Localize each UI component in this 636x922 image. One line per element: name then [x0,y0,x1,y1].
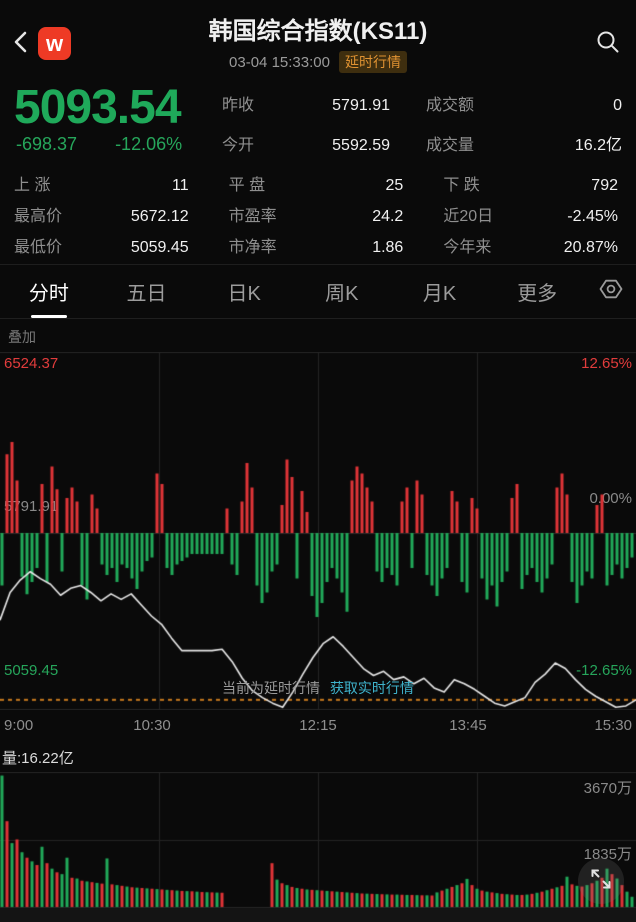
intraday-chart-panel: 6524.37 12.65% 5791.91 0.00% 5059.45 -12… [0,352,636,710]
stat-volume: 成交量 16.2亿 [426,137,622,154]
stat-high: 最高价 5672.12 [14,208,189,225]
top-stats-grid: 昨收 5791.91 成交额 0 今开 5592.59 成交量 16.2亿 [222,91,622,155]
volume-readout: 量:16.22亿 [2,750,74,767]
stat-turnover: 成交额 0 [426,97,622,114]
stats-grid: 上 涨 11 平 盘 25 下 跌 792 最高价 5672.12 市盈率 24.2 近2… [14,171,618,257]
tab-daily-k[interactable]: 日K [227,283,261,305]
stat-decliners: 下 跌 792 [443,177,618,194]
back-button[interactable] [6,26,40,62]
wind-app-logo[interactable]: w [38,27,71,60]
search-button[interactable] [590,26,626,62]
time-axis: 9:00 10:30 12:15 13:45 15:30 [0,712,636,742]
volume-axis-max: 3670万 [583,780,632,797]
get-realtime-quote-link[interactable]: 获取实时行情 [329,680,414,696]
time-tick-1530: 15:30 [594,717,632,734]
chevron-left-icon [7,26,39,63]
volume-chart-panel: 3670万 1835万 [0,772,636,908]
time-tick-1030: 10:30 [133,717,171,734]
volume-axis-mid: 1835万 [583,846,632,863]
stat-unchanged: 平 盘 25 [228,177,404,194]
expand-icon [588,866,614,897]
quote-meta: 03-04 15:33:00 延时行情 [0,51,636,73]
quote-timestamp: 03-04 15:33:00 [229,53,330,71]
tab-intraday[interactable]: 分时 [0,265,98,318]
stat-pb: 市净率 1.86 [228,239,404,256]
delayed-quote-notice: 当前为延时行情 获取实时行情 [0,678,636,698]
price-change-row: -698.37 -12.06% [16,134,182,155]
price-change: -698.37 [16,134,78,154]
time-tick-0900: 9:00 [4,717,34,734]
chart-tabbar: 分时 五日 日K 周K 月K 更多 [0,265,636,319]
volume-chart-canvas[interactable] [0,772,636,908]
section-divider [0,264,636,265]
settings-nut-icon [598,276,624,307]
time-tick-1345: 13:45 [449,717,487,734]
stat-20day: 近20日 -2.45% [443,208,618,225]
delayed-notice-text: 当前为延时行情 [222,680,321,696]
delayed-quote-badge: 延时行情 [338,51,407,73]
tab-more[interactable]: 更多 [517,283,558,305]
stat-advancers: 上 涨 11 [14,177,189,194]
header: w 韩国综合指数(KS11) 03-04 15:33:00 延时行情 [0,0,636,80]
price-change-percent: -12.06% [115,134,183,154]
y-axis-low-percent: -12.65% [576,662,632,679]
stat-prev-close: 昨收 5791.91 [222,97,390,114]
overlay-add-button[interactable]: 叠加 [8,329,36,345]
tab-monthly-k[interactable]: 月K [422,283,457,305]
stat-pe: 市盈率 24.2 [228,208,404,225]
stat-low: 最低价 5059.45 [14,239,189,256]
last-price: 5093.54 [14,81,182,134]
search-icon [594,28,622,61]
time-tick-1215: 12:15 [299,717,337,734]
chart-settings-button[interactable] [586,265,636,318]
expand-chart-button[interactable] [578,858,624,904]
stat-open: 今开 5592.59 [222,137,390,154]
page-title: 韩国综合指数(KS11) [208,18,428,45]
stat-ytd: 今年来 20.87% [443,239,618,256]
bottom-strip [0,908,636,922]
tab-5day[interactable]: 五日 [126,283,167,305]
intraday-chart-canvas[interactable] [0,352,636,710]
tab-weekly-k[interactable]: 周K [325,283,359,305]
